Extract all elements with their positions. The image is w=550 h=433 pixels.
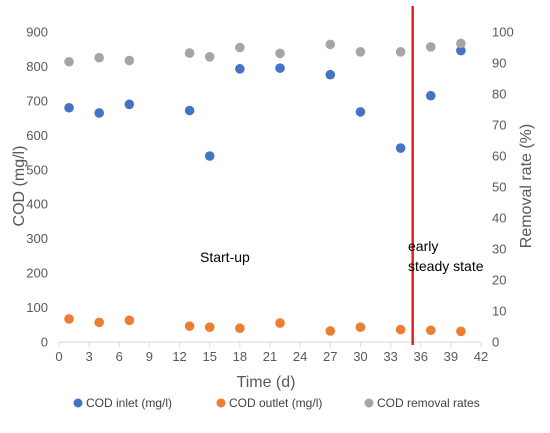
cod-removal-point xyxy=(64,56,74,67)
y-tick-label: 900 xyxy=(26,25,48,40)
y2-axis-ticks: 0 10 20 30 40 50 60 70 80 90 100 xyxy=(492,25,514,350)
y2-tick-label: 50 xyxy=(492,180,506,195)
cod-outlet-point xyxy=(395,324,406,335)
cod-removal-point xyxy=(425,42,436,52)
y2-tick-label: 10 xyxy=(492,304,506,319)
cod-inlet-point xyxy=(325,69,336,80)
cod-removal-point xyxy=(94,52,104,63)
x-tick-label: 39 xyxy=(444,349,458,364)
x-tick-label: 27 xyxy=(323,349,337,364)
cod-inlet-point xyxy=(275,63,285,73)
legend-label-inlet: COD inlet (mg/l) xyxy=(86,396,172,410)
y-tick-label: 400 xyxy=(26,197,48,212)
y2-tick-label: 100 xyxy=(492,25,514,40)
legend: COD inlet (mg/l) COD outlet (mg/l) COD r… xyxy=(73,396,480,410)
y-axis-ticks: 0 100 200 300 400 500 600 700 800 900 xyxy=(26,25,48,350)
cod-removal-point xyxy=(204,52,215,62)
cod-outlet-point xyxy=(184,321,195,331)
y2-axis-title: Removal rate (%) xyxy=(518,124,535,248)
cod-outlet-point xyxy=(355,322,366,332)
start-up-label: Start-up xyxy=(200,249,250,265)
y-tick-label: 800 xyxy=(26,59,48,74)
legend-marker-removal xyxy=(364,398,374,408)
y-tick-label: 700 xyxy=(26,93,48,108)
cod-outlet-point xyxy=(204,322,215,332)
y2-tick-label: 0 xyxy=(492,335,499,350)
y2-tick-label: 90 xyxy=(492,56,506,71)
cod-outlet-point xyxy=(325,326,336,336)
x-tick-label: 33 xyxy=(383,349,397,364)
cod-removal-point xyxy=(124,55,135,66)
cod-inlet-point xyxy=(204,151,215,161)
steady-state-label: steady state xyxy=(408,258,484,274)
x-tick-label: 15 xyxy=(202,349,216,364)
cod-removal-point xyxy=(395,47,406,57)
y-tick-label: 200 xyxy=(26,266,48,281)
y-tick-label: 100 xyxy=(26,300,48,315)
y-tick-label: 600 xyxy=(26,128,48,143)
cod-outlet-point xyxy=(124,315,135,326)
cod-removal-point xyxy=(355,47,366,57)
cod-inlet-point xyxy=(184,105,195,116)
y2-tick-label: 30 xyxy=(492,242,506,257)
cod-outlet-point xyxy=(456,326,466,337)
cod-inlet-point xyxy=(425,90,436,101)
y2-tick-label: 20 xyxy=(492,273,506,288)
cod-inlet-point xyxy=(456,45,466,56)
cod-removal-point xyxy=(235,42,245,53)
x-tick-label: 18 xyxy=(233,349,247,364)
cod-inlet-point xyxy=(64,102,74,113)
cod-inlet-point xyxy=(235,64,245,74)
cod-removal-point xyxy=(456,38,466,49)
cod-outlet-point xyxy=(235,323,245,334)
cod-outlet-point xyxy=(425,325,436,336)
cod-inlet-point xyxy=(355,107,366,117)
early-label: early xyxy=(408,238,438,254)
x-axis-title: Time (d) xyxy=(237,374,296,391)
y2-tick-label: 60 xyxy=(492,149,506,164)
legend-label-removal: COD removal rates xyxy=(377,396,480,410)
x-tick-label: 6 xyxy=(116,349,123,364)
cod-outlet-point xyxy=(94,317,104,328)
y-tick-label: 300 xyxy=(26,231,48,246)
x-tick-label: 42 xyxy=(474,349,488,364)
x-tick-label: 30 xyxy=(353,349,367,364)
cod-removal-point xyxy=(325,39,336,50)
cod-inlet-point xyxy=(395,143,406,153)
y2-tick-label: 80 xyxy=(492,87,506,102)
legend-label-outlet: COD outlet (mg/l) xyxy=(229,396,322,410)
cod-outlet-point xyxy=(64,314,74,324)
cod-removal-point xyxy=(275,48,285,59)
cod-removal-point xyxy=(184,48,195,58)
x-tick-label: 0 xyxy=(55,349,62,364)
x-tick-label: 24 xyxy=(293,349,307,364)
x-tick-label: 9 xyxy=(146,349,153,364)
y2-tick-label: 70 xyxy=(492,118,506,133)
legend-marker-inlet xyxy=(73,398,83,408)
data-points xyxy=(64,38,466,337)
y2-tick-label: 40 xyxy=(492,211,506,226)
x-tick-label: 12 xyxy=(172,349,186,364)
legend-marker-outlet xyxy=(216,398,226,408)
y-tick-label: 500 xyxy=(26,162,48,177)
x-tick-label: 36 xyxy=(413,349,427,364)
cod-inlet-point xyxy=(124,99,135,110)
y-tick-label: 0 xyxy=(41,335,48,350)
x-tick-label: 3 xyxy=(86,349,93,364)
x-axis-ticks: 0 3 6 9 12 15 18 21 24 27 30 33 36 39 42 xyxy=(55,342,488,364)
cod-outlet-point xyxy=(275,318,285,328)
x-tick-label: 21 xyxy=(263,349,277,364)
y-axis-title: COD (mg/l) xyxy=(11,146,28,227)
cod-inlet-point xyxy=(94,108,104,118)
